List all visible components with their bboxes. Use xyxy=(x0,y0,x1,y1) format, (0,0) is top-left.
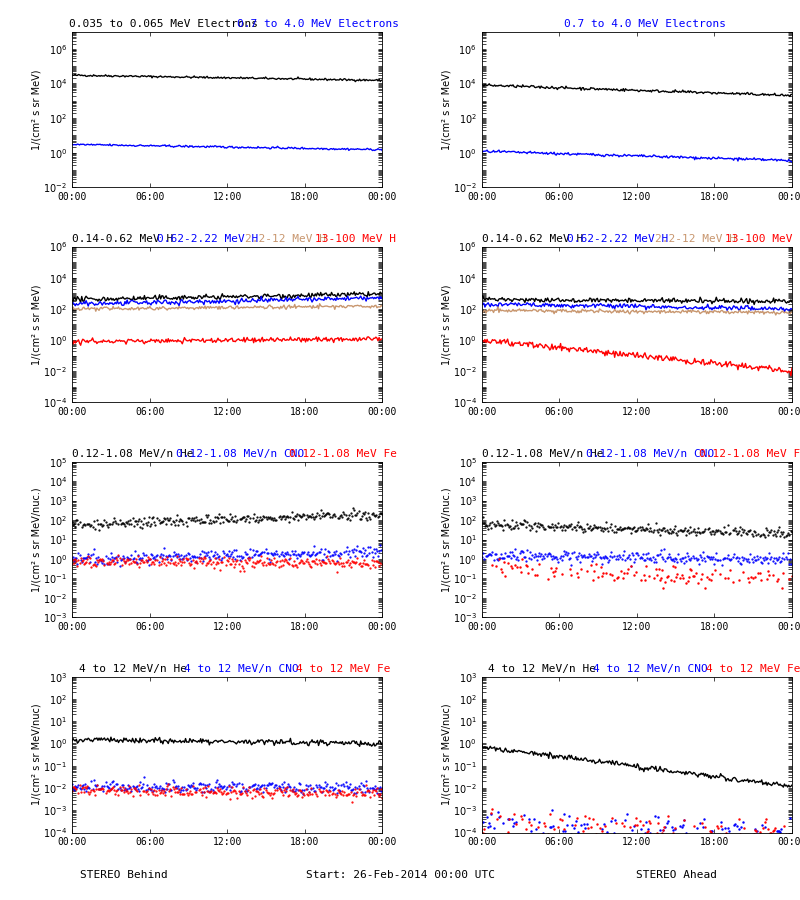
Text: 0.14-0.62 MeV H: 0.14-0.62 MeV H xyxy=(482,234,583,244)
Text: 0.7 to 4.0 MeV Electrons: 0.7 to 4.0 MeV Electrons xyxy=(238,19,399,29)
Text: 13-100 MeV H: 13-100 MeV H xyxy=(315,234,396,244)
Y-axis label: 1/(cm² s sr MeV/nuc.): 1/(cm² s sr MeV/nuc.) xyxy=(442,487,451,592)
Text: 0.7 to 4.0 MeV Electrons: 0.7 to 4.0 MeV Electrons xyxy=(564,19,726,29)
Y-axis label: 1/(cm² s sr MeV): 1/(cm² s sr MeV) xyxy=(442,284,451,364)
Text: 0.14-0.62 MeV H: 0.14-0.62 MeV H xyxy=(72,234,174,244)
Y-axis label: 1/(cm² s sr MeV/nuc): 1/(cm² s sr MeV/nuc) xyxy=(442,704,451,806)
Text: 4 to 12 MeV Fe: 4 to 12 MeV Fe xyxy=(296,664,391,674)
Text: Start: 26-Feb-2014 00:00 UTC: Start: 26-Feb-2014 00:00 UTC xyxy=(306,869,494,880)
Text: 4 to 12 MeV/n He: 4 to 12 MeV/n He xyxy=(488,664,596,674)
Text: 0.12-1.08 MeV Fe: 0.12-1.08 MeV Fe xyxy=(289,449,397,459)
Y-axis label: 1/(cm² s sr MeV): 1/(cm² s sr MeV) xyxy=(31,284,42,364)
Text: 4 to 12 MeV Fe: 4 to 12 MeV Fe xyxy=(706,664,800,674)
Text: 13-100 MeV H: 13-100 MeV H xyxy=(725,234,800,244)
Y-axis label: 1/(cm² s sr MeV): 1/(cm² s sr MeV) xyxy=(442,69,452,149)
Text: 2.2-12 MeV H: 2.2-12 MeV H xyxy=(654,234,736,244)
Text: 0.12-1.08 MeV/n He: 0.12-1.08 MeV/n He xyxy=(72,449,194,459)
Text: 0.12-1.08 MeV/n CNO: 0.12-1.08 MeV/n CNO xyxy=(177,449,305,459)
Text: STEREO Behind: STEREO Behind xyxy=(80,869,168,880)
Text: 4 to 12 MeV/n CNO: 4 to 12 MeV/n CNO xyxy=(594,664,708,674)
Y-axis label: 1/(cm² s sr MeV): 1/(cm² s sr MeV) xyxy=(32,69,42,149)
Text: 0.62-2.22 MeV H: 0.62-2.22 MeV H xyxy=(567,234,668,244)
Text: STEREO Ahead: STEREO Ahead xyxy=(635,869,717,880)
Y-axis label: 1/(cm² s sr MeV/nuc): 1/(cm² s sr MeV/nuc) xyxy=(31,704,42,806)
Text: 2.2-12 MeV H: 2.2-12 MeV H xyxy=(245,234,326,244)
Text: 0.12-1.08 MeV/n CNO: 0.12-1.08 MeV/n CNO xyxy=(586,449,714,459)
Text: 0.12-1.08 MeV/n He: 0.12-1.08 MeV/n He xyxy=(482,449,603,459)
Text: 0.035 to 0.065 MeV Electrons: 0.035 to 0.065 MeV Electrons xyxy=(69,19,258,29)
Y-axis label: 1/(cm² s sr MeV/nuc.): 1/(cm² s sr MeV/nuc.) xyxy=(32,487,42,592)
Text: 4 to 12 MeV/n He: 4 to 12 MeV/n He xyxy=(78,664,186,674)
Text: 0.12-1.08 MeV Fe: 0.12-1.08 MeV Fe xyxy=(698,449,800,459)
Text: 4 to 12 MeV/n CNO: 4 to 12 MeV/n CNO xyxy=(184,664,298,674)
Text: 0.62-2.22 MeV H: 0.62-2.22 MeV H xyxy=(158,234,258,244)
